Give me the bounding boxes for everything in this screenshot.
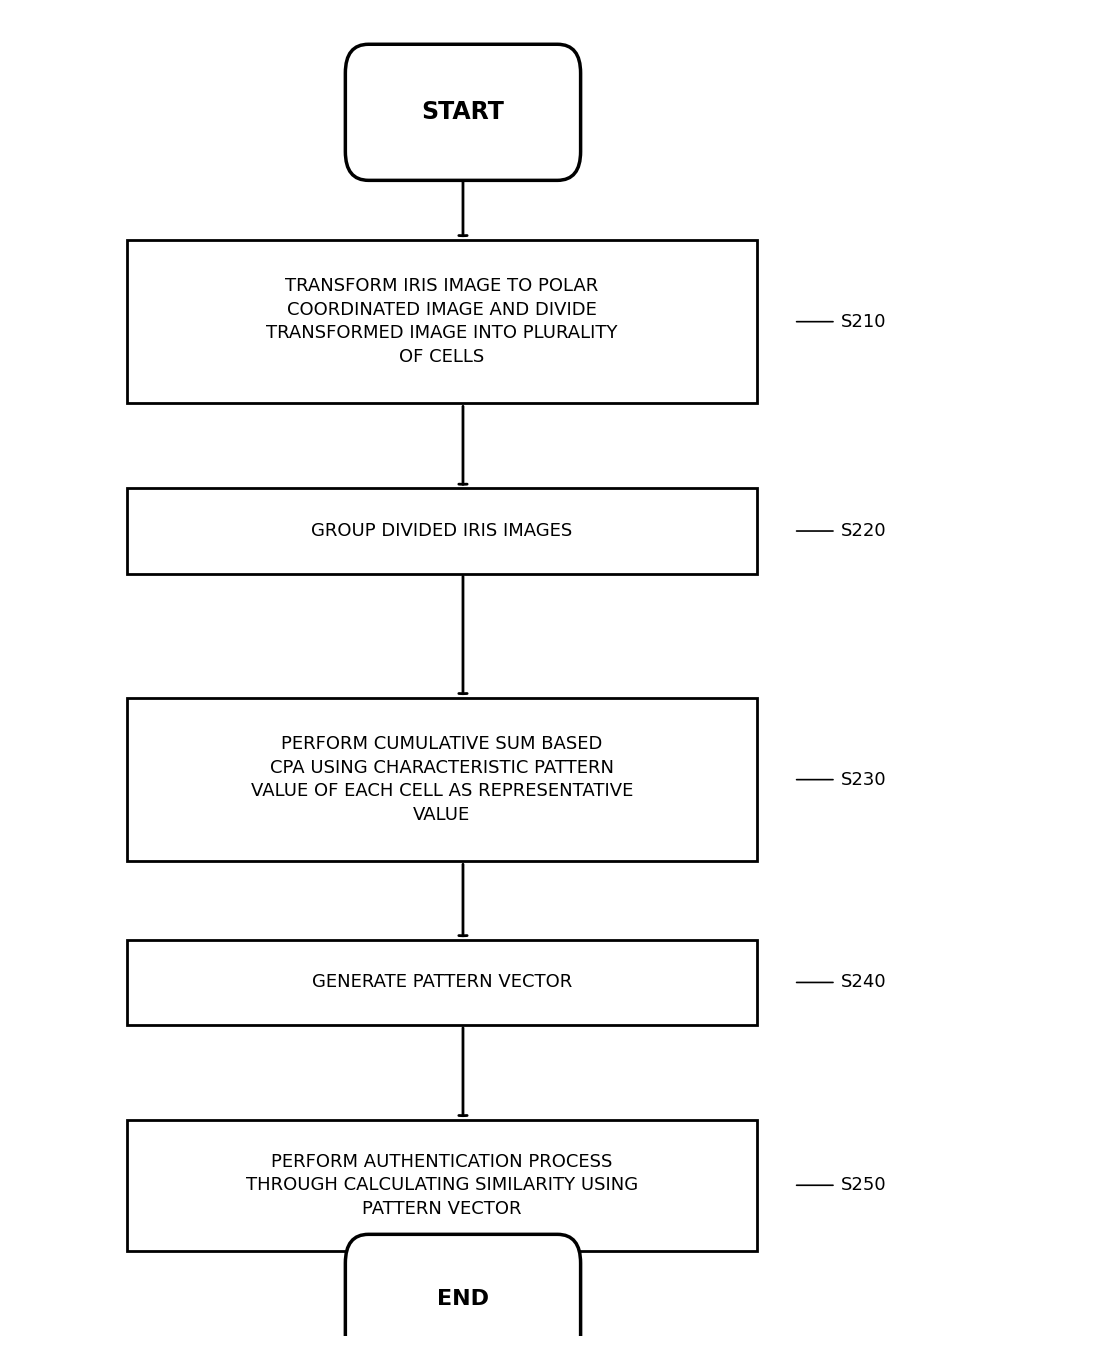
FancyBboxPatch shape <box>127 240 757 403</box>
FancyBboxPatch shape <box>346 1235 581 1363</box>
Text: S220: S220 <box>841 522 887 540</box>
Text: TRANSFORM IRIS IMAGE TO POLAR
COORDINATED IMAGE AND DIVIDE
TRANSFORMED IMAGE INT: TRANSFORM IRIS IMAGE TO POLAR COORDINATE… <box>266 277 618 367</box>
Text: S250: S250 <box>841 1176 887 1194</box>
FancyBboxPatch shape <box>127 940 757 1025</box>
Text: S230: S230 <box>841 770 887 789</box>
Text: PERFORM AUTHENTICATION PROCESS
THROUGH CALCULATING SIMILARITY USING
PATTERN VECT: PERFORM AUTHENTICATION PROCESS THROUGH C… <box>246 1153 638 1219</box>
FancyBboxPatch shape <box>127 1120 757 1251</box>
Text: START: START <box>421 101 504 124</box>
Text: S210: S210 <box>841 312 886 331</box>
Text: PERFORM CUMULATIVE SUM BASED
CPA USING CHARACTERISTIC PATTERN
VALUE OF EACH CELL: PERFORM CUMULATIVE SUM BASED CPA USING C… <box>251 735 633 825</box>
Text: GENERATE PATTERN VECTOR: GENERATE PATTERN VECTOR <box>312 973 572 991</box>
Text: GROUP DIVIDED IRIS IMAGES: GROUP DIVIDED IRIS IMAGES <box>312 522 572 540</box>
FancyBboxPatch shape <box>346 44 581 180</box>
Text: S240: S240 <box>841 973 887 991</box>
FancyBboxPatch shape <box>127 698 757 861</box>
Text: END: END <box>437 1289 489 1308</box>
FancyBboxPatch shape <box>127 488 757 574</box>
